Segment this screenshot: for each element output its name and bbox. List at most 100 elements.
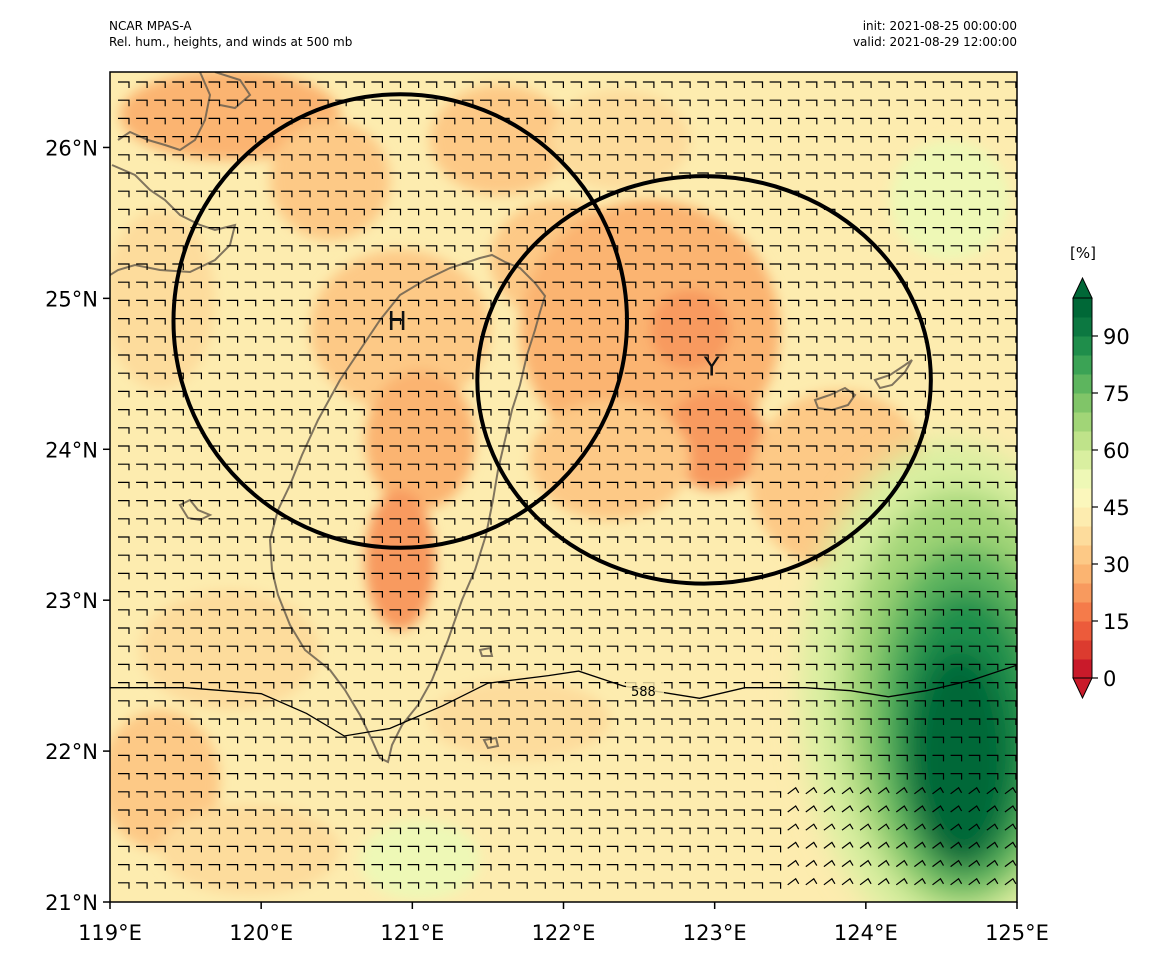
wind-barb [986, 736, 999, 744]
wind-barb [299, 190, 311, 198]
wind-barb [317, 409, 329, 416]
wind-barb [661, 827, 673, 835]
wind-barb [950, 445, 963, 452]
wind-barb [624, 645, 637, 653]
coastlines [110, 72, 913, 764]
wind-barb [805, 773, 818, 780]
wind-barb [461, 682, 474, 689]
wind-barb [262, 700, 275, 707]
wind-barb [932, 536, 945, 543]
wind-barb [787, 500, 800, 507]
wind-barb [190, 864, 202, 871]
wind-barb [299, 208, 311, 216]
wind-barb [751, 663, 764, 671]
wind-barb [190, 245, 202, 252]
wind-barb [226, 336, 239, 343]
wind-barb [1004, 172, 1017, 179]
wind-barb [624, 445, 637, 452]
wind-barb [244, 554, 257, 562]
wind-barb [751, 336, 764, 343]
wind-barb [842, 136, 854, 143]
wind-barb [371, 845, 383, 853]
wind-barb [552, 390, 564, 398]
wind-barb [896, 518, 908, 525]
wind-barb [606, 572, 619, 580]
wind-barb [154, 791, 166, 798]
wind-barb [534, 809, 546, 816]
wind-barb [190, 518, 202, 525]
wind-barb [715, 227, 727, 234]
wind-barb [1004, 554, 1017, 562]
wind-barb [498, 245, 510, 252]
colorbar-segment [1073, 488, 1092, 508]
wind-barb [860, 645, 872, 653]
wind-barb [697, 263, 709, 270]
wind-barb [968, 536, 981, 543]
wind-barb [769, 518, 782, 525]
wind-barb [932, 554, 945, 562]
wind-barb [335, 245, 347, 252]
wind-barb [787, 409, 800, 416]
wind-barb [389, 318, 402, 325]
wind-barb [226, 864, 239, 871]
wind-barb [679, 827, 691, 835]
wind-barb [914, 136, 926, 143]
wind-barb [914, 409, 926, 416]
wind-barb [262, 536, 275, 543]
wind-barb [624, 845, 637, 853]
wind-barb [154, 372, 166, 380]
wind-barb [534, 736, 546, 744]
wind-barb [461, 882, 474, 889]
wind-barb [769, 81, 782, 88]
wind-barb [154, 336, 166, 343]
wind-barb [172, 754, 184, 762]
wind-barb [896, 299, 908, 307]
wind-barb [118, 700, 130, 707]
wind-barb [860, 591, 872, 598]
wind-barb [552, 318, 564, 325]
wind-barb [480, 208, 492, 216]
wind-barb [534, 536, 546, 543]
wind-barb [896, 227, 908, 234]
wind-barb [244, 882, 257, 889]
wind-barb [823, 99, 836, 107]
wind-barb [552, 190, 564, 198]
wind-barb [787, 81, 800, 88]
wind-barb [317, 773, 329, 780]
x-tick-label: 120°E [229, 921, 293, 945]
wind-barb [389, 154, 402, 161]
wind-barb [679, 663, 691, 671]
wind-barb [118, 682, 130, 689]
wind-barb [950, 117, 963, 125]
wind-barb [588, 136, 601, 143]
wind-barb [335, 281, 347, 289]
wind-barb [534, 663, 546, 671]
wind-barb [823, 591, 836, 598]
wind-barb [950, 227, 963, 234]
wind-barb [262, 754, 275, 762]
wind-barb [407, 864, 420, 871]
wind-barb [733, 554, 745, 562]
wind-barb [751, 536, 764, 543]
wind-barb [407, 500, 420, 507]
wind-barb [878, 81, 890, 88]
wind-barb [425, 554, 438, 562]
wind-barb [986, 645, 999, 653]
wind-barb [480, 754, 492, 762]
wind-barb [751, 736, 764, 744]
wind-barb [118, 372, 130, 380]
wind-barb [534, 390, 546, 398]
wind-barb [896, 427, 908, 434]
wind-barb [642, 190, 655, 198]
wind-barb [769, 791, 782, 798]
wind-barb [1004, 208, 1017, 216]
wind-barb [679, 736, 691, 744]
wind-barb [154, 281, 166, 289]
wind-barb [280, 809, 293, 816]
wind-barb [968, 81, 981, 88]
wind-barb [498, 791, 510, 798]
wind-barb [570, 518, 583, 525]
wind-barb [407, 318, 420, 325]
wind-barb [642, 263, 655, 270]
wind-barb [950, 554, 963, 562]
